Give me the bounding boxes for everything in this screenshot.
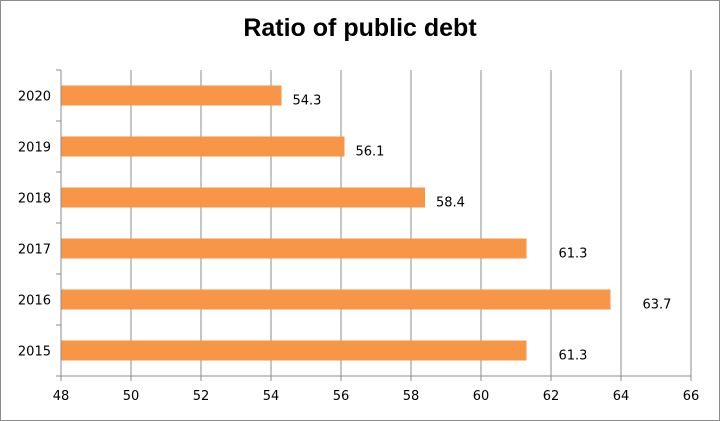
x-tick-label: 60 (473, 389, 490, 404)
bar-2017 (61, 238, 527, 259)
x-tick-label: 58 (403, 389, 420, 404)
bar-2015 (61, 340, 527, 361)
bar-2020 (61, 85, 282, 106)
bar-2019 (61, 136, 345, 157)
chart-title: Ratio of public debt (243, 14, 477, 42)
bar-2016 (61, 289, 611, 310)
category-label: 2017 (18, 243, 51, 258)
category-label: 2020 (18, 90, 51, 105)
x-tick-label: 54 (263, 389, 280, 404)
category-label: 2016 (18, 294, 51, 309)
category-label: 2018 (18, 192, 51, 207)
data-label: 61.3 (559, 247, 588, 262)
data-labels: 61.3 63.7 61.3 58.4 56.1 54.3 (293, 94, 672, 364)
category-label: 2019 (18, 141, 51, 156)
bars (61, 85, 611, 361)
x-tick-label: 62 (543, 389, 560, 404)
bar-2018 (61, 187, 425, 208)
data-label: 61.3 (559, 349, 588, 364)
x-tick-label: 56 (333, 389, 350, 404)
x-tick-label: 48 (53, 389, 70, 404)
category-label: 2015 (18, 345, 51, 360)
x-tick-label: 66 (683, 389, 700, 404)
data-label: 63.7 (643, 298, 672, 313)
grid-lines (130, 70, 692, 376)
axes: 48 50 52 54 56 58 60 62 64 66 2015 2016 2017 2018 2019… (18, 69, 700, 404)
x-tick-label: 64 (613, 389, 630, 404)
x-tick-label: 50 (123, 389, 140, 404)
x-tick-label: 52 (193, 389, 210, 404)
data-label: 56.1 (356, 145, 385, 160)
data-label: 54.3 (293, 94, 322, 109)
data-label: 58.4 (436, 196, 465, 211)
